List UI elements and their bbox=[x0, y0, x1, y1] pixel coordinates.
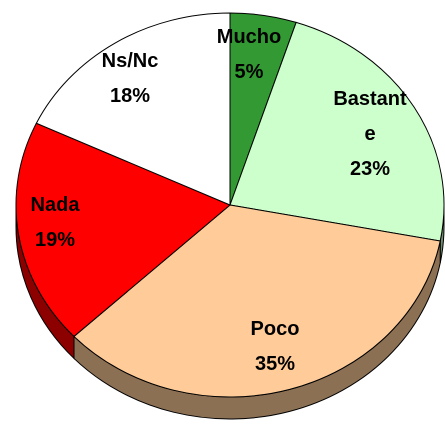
category-label: Bastante bbox=[333, 88, 407, 145]
slice bbox=[73, 204, 441, 398]
value-label: 19% bbox=[34, 229, 76, 251]
slice-label: Ns/Nc 18% bbox=[102, 44, 159, 114]
slice bbox=[15, 122, 231, 338]
slice bbox=[35, 12, 231, 206]
value-label: 35% bbox=[254, 353, 296, 375]
value-label: 23% bbox=[349, 158, 391, 180]
category-label: Ns/Nc bbox=[101, 50, 159, 72]
slice-label: Nada 19% bbox=[31, 188, 80, 258]
slice-label: Bastante 23% bbox=[333, 82, 408, 187]
category-label: Poco bbox=[250, 318, 300, 340]
slice-label: Mucho 5% bbox=[217, 20, 281, 90]
slice-label: Poco 35% bbox=[251, 312, 300, 382]
slice bbox=[229, 21, 445, 242]
category-label: Mucho bbox=[216, 26, 282, 48]
value-label: 18% bbox=[109, 85, 151, 107]
value-label: 5% bbox=[234, 61, 264, 83]
category-label: Nada bbox=[30, 194, 80, 216]
